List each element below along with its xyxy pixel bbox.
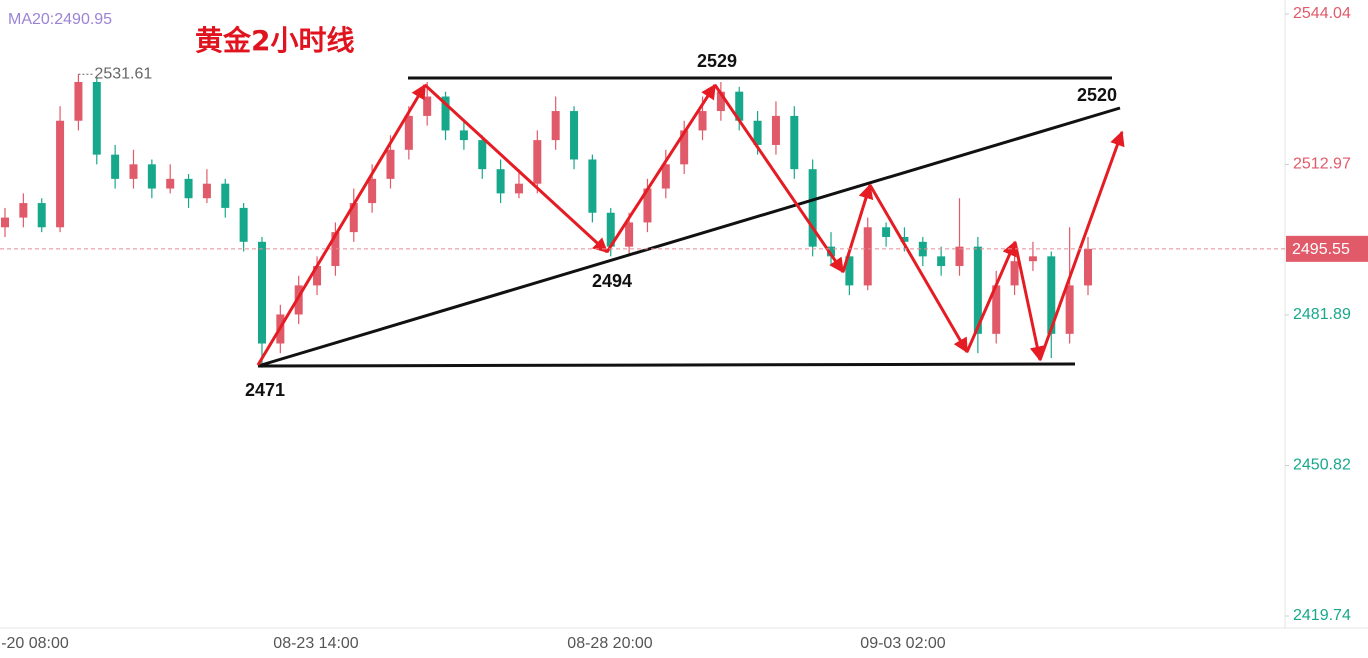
annotation: 2494: [592, 271, 632, 291]
candle-body: [1065, 285, 1074, 334]
candle-body: [551, 111, 560, 141]
candle-body: [992, 285, 1001, 334]
candle-body: [386, 149, 395, 179]
candle-body: [92, 81, 101, 155]
annotation: 2471: [245, 380, 285, 400]
candle-body: [459, 130, 468, 141]
red-arrows: [256, 83, 1125, 366]
candle-body: [1, 217, 9, 228]
candle-body: [202, 183, 211, 199]
candle-body: [845, 256, 854, 286]
candle-body: [313, 266, 322, 286]
candle-body: [423, 96, 432, 116]
last-price-label: 2495.55: [1292, 241, 1350, 258]
candle-body: [643, 188, 652, 223]
candle-body: [19, 203, 28, 218]
candle-body: [882, 227, 891, 237]
candle-body: [698, 111, 707, 131]
candle-body: [863, 227, 872, 286]
candle-body: [478, 140, 487, 170]
candle-body: [331, 232, 340, 267]
candle-body: [1028, 256, 1037, 262]
candle-body: [441, 96, 450, 131]
x-tick-label: 09-03 02:00: [860, 635, 946, 652]
candle-body: [588, 159, 597, 213]
candles: [1, 74, 1092, 368]
annotation: 2529: [697, 51, 737, 71]
candle-body: [147, 164, 156, 189]
x-tick-label: 08-23 14:00: [273, 635, 359, 652]
candle-body: [74, 81, 83, 121]
candle-body: [56, 120, 65, 228]
candle-body: [111, 154, 120, 179]
y-tick-label: 2450.82: [1293, 457, 1351, 474]
candle-body: [716, 91, 725, 112]
indicator-label: MA20:2490.95: [8, 11, 112, 28]
candle-body: [606, 212, 615, 247]
candle-body: [184, 178, 193, 199]
candle-body: [37, 203, 46, 228]
candle-body: [404, 115, 413, 150]
candle-body: [239, 207, 248, 242]
annotation: 2520: [1077, 85, 1117, 105]
candle-body: [496, 169, 505, 194]
candle-body: [680, 130, 689, 165]
candle-body: [827, 246, 836, 257]
candle-body: [221, 183, 230, 208]
candle-body: [808, 169, 817, 247]
trend-lines: [257, 76, 1121, 368]
candle-body: [973, 246, 982, 334]
candle-body: [955, 246, 964, 267]
candle-body: [1047, 256, 1056, 334]
x-tick-label: 08-28 20:00: [567, 635, 653, 652]
y-tick-label: 2544.04: [1293, 5, 1351, 22]
candle-body: [625, 222, 634, 247]
y-tick-label: 2481.89: [1293, 306, 1351, 323]
candle-body: [349, 203, 358, 233]
candle-body: [661, 164, 670, 189]
candle-body: [900, 236, 909, 242]
candle-body: [918, 241, 927, 257]
candle-body: [514, 183, 523, 194]
candle-body: [166, 178, 175, 189]
candle-body: [753, 120, 762, 145]
last-price-box: [1286, 235, 1368, 262]
candle-body: [790, 115, 799, 170]
candle-body: [570, 111, 579, 160]
candle-body: [1010, 261, 1019, 286]
candle-body: [771, 115, 780, 145]
candle-body: [1084, 248, 1092, 286]
candle-body: [368, 178, 377, 204]
candle-body: [533, 140, 542, 184]
candle-body: [257, 241, 266, 344]
candle-body: [735, 91, 744, 121]
candle-body: [294, 285, 303, 315]
chart-title: 黄金2小时线: [195, 24, 354, 57]
high-label: 2531.61: [94, 65, 152, 82]
y-tick-label: 2419.74: [1293, 607, 1351, 624]
candle-body: [129, 164, 138, 179]
candle-body: [937, 256, 946, 267]
x-tick-label: -20 08:00: [1, 635, 69, 652]
y-tick-label: 2512.97: [1293, 156, 1351, 173]
